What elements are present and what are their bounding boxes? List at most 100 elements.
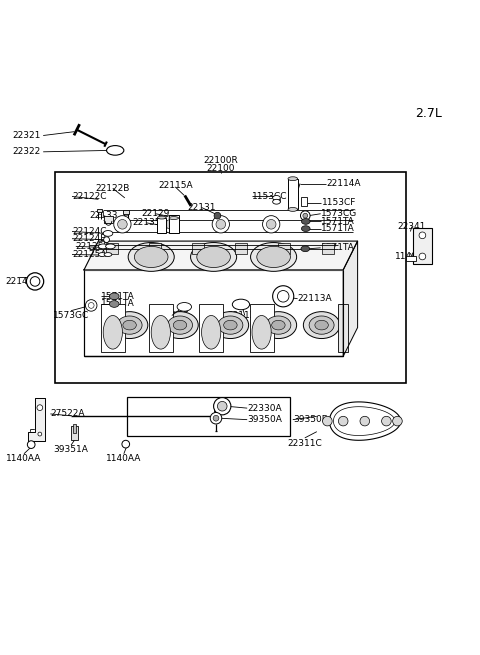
Ellipse shape — [266, 316, 291, 334]
Ellipse shape — [301, 246, 310, 252]
Ellipse shape — [273, 199, 280, 204]
Ellipse shape — [173, 320, 187, 330]
Ellipse shape — [117, 316, 142, 334]
Bar — [169, 215, 179, 233]
Ellipse shape — [38, 432, 42, 436]
Bar — [127, 397, 290, 436]
Text: 1571TA: 1571TA — [321, 224, 354, 233]
Text: 1571TA: 1571TA — [101, 299, 134, 309]
Ellipse shape — [224, 320, 237, 330]
Text: 1571TA: 1571TA — [101, 291, 134, 301]
Ellipse shape — [273, 195, 280, 200]
Ellipse shape — [214, 212, 221, 219]
Ellipse shape — [122, 440, 130, 448]
Ellipse shape — [288, 208, 298, 212]
Ellipse shape — [419, 253, 426, 260]
Polygon shape — [343, 241, 358, 356]
Text: 22122B: 22122B — [96, 184, 130, 193]
Bar — [301, 197, 307, 206]
Ellipse shape — [212, 312, 249, 339]
Ellipse shape — [217, 402, 227, 411]
Text: 22114A: 22114A — [326, 179, 361, 188]
Bar — [73, 424, 76, 433]
Ellipse shape — [301, 226, 310, 231]
Ellipse shape — [162, 215, 179, 233]
Text: 22330A: 22330A — [247, 403, 282, 413]
Text: 22131: 22131 — [187, 203, 216, 212]
Ellipse shape — [315, 320, 328, 330]
Text: 22124C: 22124C — [72, 227, 107, 236]
Text: 27522A: 27522A — [50, 409, 85, 419]
Ellipse shape — [232, 299, 250, 310]
Ellipse shape — [338, 417, 348, 426]
Bar — [250, 303, 274, 352]
Text: 1153CC: 1153CC — [252, 192, 288, 201]
Bar — [413, 228, 432, 264]
Ellipse shape — [288, 177, 298, 181]
Text: 22122C: 22122C — [72, 192, 107, 201]
Text: 2.7L: 2.7L — [415, 107, 442, 120]
Ellipse shape — [109, 301, 119, 307]
Text: 1573CG: 1573CG — [321, 209, 357, 218]
Ellipse shape — [26, 272, 44, 290]
Ellipse shape — [323, 417, 332, 426]
Bar — [288, 179, 298, 210]
Ellipse shape — [37, 405, 43, 411]
Text: 1140AA: 1140AA — [6, 453, 42, 462]
Bar — [149, 243, 161, 253]
Text: 1140AA: 1140AA — [106, 453, 142, 462]
Text: 22321: 22321 — [12, 131, 41, 140]
Bar — [406, 255, 416, 261]
Bar — [55, 172, 406, 383]
Ellipse shape — [218, 316, 243, 334]
Ellipse shape — [114, 215, 131, 233]
Ellipse shape — [111, 312, 148, 339]
Ellipse shape — [191, 242, 237, 271]
Polygon shape — [329, 402, 401, 440]
Text: 1571TA: 1571TA — [321, 217, 354, 226]
Text: 22311C: 22311C — [288, 439, 322, 448]
Bar — [278, 243, 290, 253]
Bar — [192, 243, 204, 253]
Ellipse shape — [197, 246, 230, 267]
Ellipse shape — [107, 145, 124, 155]
Ellipse shape — [216, 219, 226, 229]
Bar — [157, 217, 166, 233]
Text: 22100R: 22100R — [204, 157, 238, 166]
Ellipse shape — [128, 242, 174, 271]
Ellipse shape — [301, 219, 310, 224]
Ellipse shape — [360, 417, 370, 426]
Text: 22100: 22100 — [206, 164, 235, 173]
Text: 39350E: 39350E — [293, 415, 327, 424]
Ellipse shape — [103, 316, 122, 349]
Bar — [84, 270, 343, 356]
Text: 22322: 22322 — [12, 147, 41, 157]
Text: 22341: 22341 — [397, 222, 426, 231]
Ellipse shape — [162, 312, 198, 339]
Ellipse shape — [277, 291, 289, 302]
Ellipse shape — [104, 253, 112, 257]
Text: 22125B: 22125B — [76, 242, 110, 251]
Text: 22113A: 22113A — [298, 294, 332, 303]
Bar — [97, 209, 102, 212]
Ellipse shape — [169, 217, 179, 219]
Ellipse shape — [123, 320, 136, 330]
Ellipse shape — [266, 219, 276, 229]
Text: 1573GE: 1573GE — [154, 311, 190, 320]
Ellipse shape — [85, 299, 97, 311]
Bar — [123, 210, 129, 214]
Text: 1140FF: 1140FF — [395, 252, 429, 261]
Text: 1573GC: 1573GC — [53, 311, 89, 320]
Bar — [322, 243, 334, 253]
Ellipse shape — [300, 211, 310, 221]
Text: 22115A: 22115A — [158, 181, 192, 191]
Ellipse shape — [104, 236, 109, 242]
Ellipse shape — [166, 219, 175, 229]
Ellipse shape — [303, 214, 308, 218]
Text: 22125A: 22125A — [72, 250, 107, 259]
Ellipse shape — [134, 246, 168, 267]
Ellipse shape — [272, 320, 285, 330]
Polygon shape — [104, 216, 113, 223]
Ellipse shape — [103, 231, 113, 236]
Ellipse shape — [213, 415, 219, 421]
